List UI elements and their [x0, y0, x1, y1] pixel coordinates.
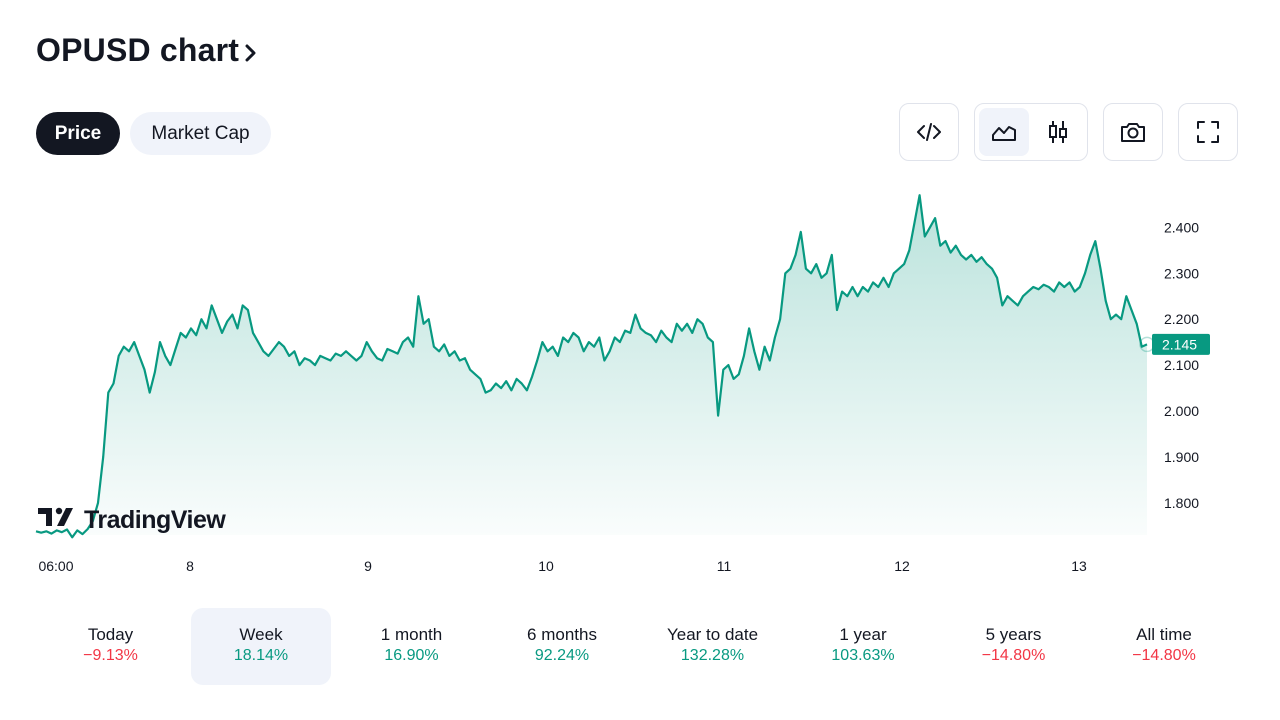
x-tick-label: 12	[894, 558, 910, 574]
x-tick-label: 8	[186, 558, 194, 574]
period-change-value: 92.24%	[534, 647, 590, 664]
candlestick-icon	[1044, 118, 1072, 146]
period-label: Week	[239, 625, 283, 644]
x-tick-label: 06:00	[38, 558, 73, 574]
y-tick-label: 2.000	[1164, 403, 1199, 419]
period-all-time[interactable]: All time −14.80%	[1094, 608, 1234, 685]
period-1-year[interactable]: 1 year 103.63%	[793, 608, 933, 685]
performance-periods: Today −9.13% Week 18.14% 1 month 16.90% 6 mont…	[36, 608, 1236, 685]
chart-style-group	[974, 103, 1088, 161]
y-tick-label: 2.200	[1164, 311, 1199, 327]
tradingview-logo-icon	[36, 506, 78, 535]
tab-market-cap[interactable]: Market Cap	[130, 112, 271, 155]
price-chart[interactable]: 2.400 2.300 2.200 2.100 2.000 1.900 1.800 06:0…	[0, 170, 1280, 585]
period-change-value: 18.14%	[233, 647, 289, 664]
y-tick-label: 1.900	[1164, 449, 1199, 465]
x-tick-label: 9	[364, 558, 372, 574]
watermark-text: TradingView	[84, 506, 226, 534]
fullscreen-icon	[1194, 118, 1222, 146]
y-tick-label: 1.800	[1164, 495, 1199, 511]
candles-chart-button[interactable]	[1033, 108, 1083, 156]
period-6-months[interactable]: 6 months 92.24%	[492, 608, 632, 685]
x-tick-label: 10	[538, 558, 554, 574]
area-chart-icon	[990, 118, 1018, 146]
period-change-value: −14.80%	[981, 647, 1046, 664]
period-1-month[interactable]: 1 month 16.90%	[342, 608, 482, 685]
period-year-to-date[interactable]: Year to date 132.28%	[643, 608, 783, 685]
x-tick-label: 11	[717, 558, 732, 574]
page-title: OPUSD chart	[36, 32, 240, 68]
tradingview-watermark[interactable]: TradingView	[36, 506, 226, 535]
embed-button[interactable]	[899, 103, 959, 161]
period-label: 6 months	[527, 625, 597, 644]
period-change-value: 132.28%	[680, 647, 745, 664]
chart-title-link[interactable]: OPUSD chart	[36, 30, 257, 71]
fullscreen-button[interactable]	[1178, 103, 1238, 161]
y-tick-label: 2.300	[1164, 265, 1199, 281]
period-change-value: 16.90%	[384, 647, 439, 664]
x-tick-label: 13	[1071, 558, 1087, 574]
area-chart-button[interactable]	[979, 108, 1029, 156]
last-price-label: 2.145	[1152, 333, 1210, 355]
period-label: Today	[87, 625, 134, 644]
period-label: 1 month	[380, 625, 443, 644]
chevron-right-icon	[245, 34, 257, 71]
period-label: 5 years	[985, 625, 1042, 644]
y-tick-label: 2.400	[1164, 219, 1199, 235]
x-axis: 06:00 8 9 10 11 12 13	[38, 558, 1087, 574]
period-5-years[interactable]: 5 years −14.80%	[944, 608, 1084, 685]
camera-icon	[1118, 118, 1148, 146]
period-change-value: −14.80%	[1132, 647, 1196, 664]
period-week[interactable]: Week 18.14%	[191, 608, 331, 685]
period-label: 1 year	[839, 625, 887, 644]
period-label: Year to date	[666, 625, 759, 644]
y-axis: 2.400 2.300 2.200 2.100 2.000 1.900 1.800	[1164, 219, 1199, 511]
period-change-value: −9.13%	[83, 647, 138, 664]
period-label: All time	[1136, 625, 1192, 644]
tab-price-label: Price	[54, 122, 102, 144]
tab-price[interactable]: Price	[36, 112, 120, 155]
code-icon	[915, 118, 943, 146]
price-area-fill	[36, 195, 1147, 538]
period-today[interactable]: Today −9.13%	[41, 608, 181, 685]
tab-market-cap-label: Market Cap	[151, 122, 250, 144]
last-price-value: 2.145	[1162, 336, 1197, 352]
period-change-value: 103.63%	[831, 647, 895, 664]
price-line	[35, 194, 1148, 539]
y-tick-label: 2.100	[1164, 357, 1199, 373]
snapshot-button[interactable]	[1103, 103, 1163, 161]
